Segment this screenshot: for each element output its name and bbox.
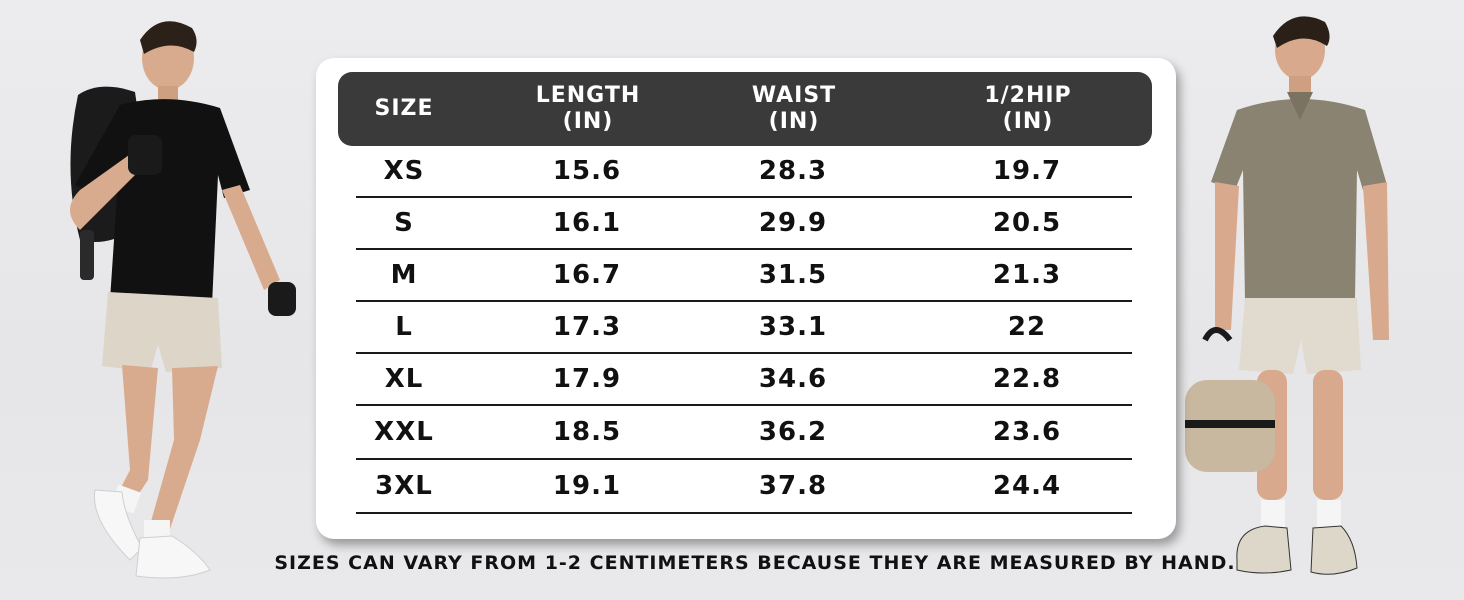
table-row: M 16.7 31.5 21.3 (356, 250, 1132, 302)
cell-length: 15.6 (552, 156, 622, 186)
cell-length: 17.3 (552, 312, 622, 342)
cell-half-hip: 20.5 (992, 208, 1062, 238)
header-length: LENGTH (IN) (535, 83, 641, 134)
measurement-note: SIZES CAN VARY FROM 1-2 CENTIMETERS BECA… (274, 552, 1236, 574)
cell-length: 18.5 (552, 417, 622, 447)
cell-half-hip: 24.4 (992, 471, 1062, 501)
cell-length: 17.9 (552, 364, 622, 394)
model-left-image (70, 21, 296, 579)
table-row: L 17.3 33.1 22 (356, 302, 1132, 354)
cell-waist: 36.2 (758, 417, 828, 447)
cell-half-hip: 21.3 (992, 260, 1062, 290)
cell-waist: 28.3 (758, 156, 828, 186)
table-row: XS 15.6 28.3 19.7 (356, 146, 1132, 198)
model-right-image (1185, 16, 1389, 575)
cell-size: XXL (374, 417, 434, 447)
cell-half-hip: 22.8 (992, 364, 1062, 394)
header-size: SIZE (374, 96, 434, 121)
cell-half-hip: 23.6 (992, 417, 1062, 447)
cell-waist: 31.5 (758, 260, 828, 290)
table-body: XS 15.6 28.3 19.7 S 16.1 29.9 20.5 M 16.… (356, 146, 1132, 514)
cell-size: S (394, 208, 414, 238)
header-half-hip: 1/2HIP (IN) (984, 83, 1072, 134)
cell-half-hip: 22 (1007, 312, 1047, 342)
cell-length: 16.1 (552, 208, 622, 238)
cell-half-hip: 19.7 (992, 156, 1062, 186)
table-row: 3XL 19.1 37.8 24.4 (356, 460, 1132, 514)
table-row: XXL 18.5 36.2 23.6 (356, 406, 1132, 460)
cell-waist: 29.9 (758, 208, 828, 238)
cell-waist: 33.1 (758, 312, 828, 342)
cell-size: L (395, 312, 413, 342)
table-row: XL 17.9 34.6 22.8 (356, 354, 1132, 406)
cell-size: XL (384, 364, 424, 394)
table-row: S 16.1 29.9 20.5 (356, 198, 1132, 250)
size-chart-card: SIZE LENGTH (IN) WAIST (IN) 1/2HIP (IN) … (316, 58, 1176, 539)
cell-size: XS (383, 156, 425, 186)
header-waist: WAIST (IN) (751, 83, 837, 134)
cell-size: 3XL (375, 471, 433, 501)
cell-length: 16.7 (552, 260, 622, 290)
cell-length: 19.1 (552, 471, 622, 501)
cell-waist: 34.6 (758, 364, 828, 394)
table-header: SIZE LENGTH (IN) WAIST (IN) 1/2HIP (IN) (338, 72, 1152, 146)
cell-waist: 37.8 (758, 471, 828, 501)
cell-size: M (390, 260, 418, 290)
